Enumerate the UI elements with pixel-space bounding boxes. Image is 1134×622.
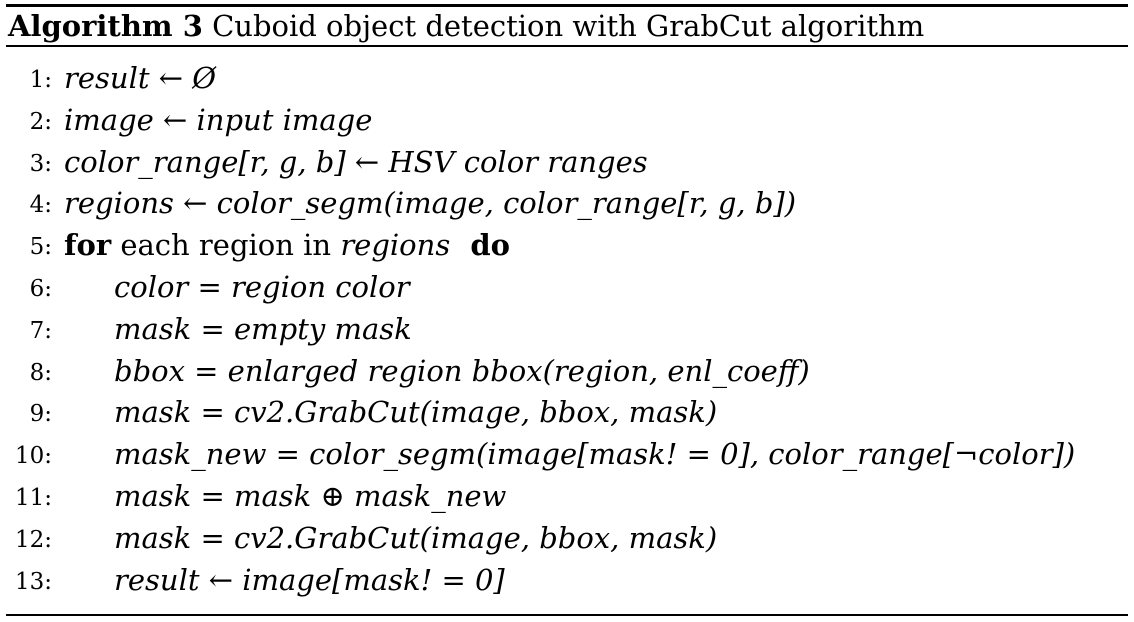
algorithm-line: 8: bbox = enlarged region bbox(region, en… xyxy=(6,350,1128,392)
code-text: mask = cv2.GrabCut(image, bbox, mask) xyxy=(114,395,718,430)
code-text: result ← image[mask! = 0] xyxy=(114,562,505,597)
algorithm-line: 3: color_range[r, g, b] ← HSV color range… xyxy=(6,141,1128,183)
algorithm-block: Algorithm 3 Cuboid object detection with… xyxy=(6,0,1128,622)
line-number: 13: xyxy=(14,568,52,595)
line-code: color_range[r, g, b] ← HSV color ranges xyxy=(64,141,648,183)
code-text: mask = mask ⊕ mask_new xyxy=(114,478,507,513)
line-number: 4: xyxy=(29,192,52,219)
top-rule xyxy=(6,4,1128,7)
algorithm-caption: Algorithm 3 Cuboid object detection with… xyxy=(8,9,924,43)
line-number: 3: xyxy=(29,150,52,177)
line-number: 12: xyxy=(14,526,52,553)
line-number: 5: xyxy=(29,234,52,261)
line-number: 2: xyxy=(29,108,52,135)
code-text: regions ← color_segm(image, color_range[… xyxy=(64,186,797,221)
algorithm-line: 12: mask = cv2.GrabCut(image, bbox, mask) xyxy=(6,517,1128,559)
line-number: 7: xyxy=(29,317,52,344)
line-number: 6: xyxy=(29,275,52,302)
code-text: result ← Ø xyxy=(64,61,217,95)
algorithm-line: 11: mask = mask ⊕ mask_new xyxy=(6,475,1128,517)
line-number: 1: xyxy=(29,67,52,93)
line-code: bbox = enlarged region bbox(region, enl_… xyxy=(114,350,810,392)
line-code: color = region color xyxy=(114,266,410,308)
keyword: do xyxy=(450,228,511,263)
line-code: image ← input image xyxy=(64,99,372,141)
line-code: mask = cv2.GrabCut(image, bbox, mask) xyxy=(114,517,717,559)
code-text: mask = empty mask xyxy=(114,311,412,346)
line-code: mask_new = color_segm(image[mask! = 0], … xyxy=(114,433,1075,475)
code-text: color_range[r, g, b] ← HSV color ranges xyxy=(64,144,648,179)
code-text: color = region color xyxy=(114,269,410,304)
algorithm-line: 1: result ← Ø xyxy=(6,57,1128,99)
line-code: regions ← color_segm(image, color_range[… xyxy=(64,182,796,224)
code-text: each region in xyxy=(111,228,341,263)
line-code: mask = empty mask xyxy=(114,308,412,350)
algorithm-title: Cuboid object detection with GrabCut alg… xyxy=(212,9,925,43)
line-number: 9: xyxy=(29,401,52,428)
keyword: for xyxy=(64,228,112,263)
algorithm-line: 13: result ← image[mask! = 0] xyxy=(6,559,1128,601)
algorithm-line: 10: mask_new = color_segm(image[mask! = 0… xyxy=(6,433,1128,475)
algorithm-line: 4: regions ← color_segm(image, color_rang… xyxy=(6,182,1128,224)
algorithm-lines: 1: result ← Ø 2: image ← input image 3: color… xyxy=(6,57,1128,600)
algorithm-label: Algorithm 3 xyxy=(8,9,203,43)
line-code: result ← Ø xyxy=(64,57,216,99)
algorithm-line: 6: color = region color xyxy=(6,266,1128,308)
bottom-rule xyxy=(6,614,1128,616)
line-number: 11: xyxy=(14,484,52,511)
line-code: result ← image[mask! = 0] xyxy=(114,559,505,601)
algorithm-line: 5: for each region in regions do xyxy=(6,224,1128,266)
code-text: regions xyxy=(340,228,451,263)
code-text: bbox = enlarged region bbox(region, enl_… xyxy=(114,353,810,388)
line-code: mask = mask ⊕ mask_new xyxy=(114,475,506,517)
line-number: 8: xyxy=(29,359,52,386)
code-text: mask_new = color_segm(image[mask! = 0], … xyxy=(114,437,1076,472)
code-text: mask = cv2.GrabCut(image, bbox, mask) xyxy=(114,520,718,555)
line-code: for each region in regions do xyxy=(64,224,510,266)
code-text: image ← input image xyxy=(64,102,373,137)
algorithm-line: 9: mask = cv2.GrabCut(image, bbox, mask) xyxy=(6,391,1128,433)
line-number: 10: xyxy=(14,443,52,470)
line-code: mask = cv2.GrabCut(image, bbox, mask) xyxy=(114,391,717,433)
algorithm-line: 7: mask = empty mask xyxy=(6,308,1128,350)
caption-rule xyxy=(6,45,1128,47)
algorithm-line: 2: image ← input image xyxy=(6,99,1128,141)
